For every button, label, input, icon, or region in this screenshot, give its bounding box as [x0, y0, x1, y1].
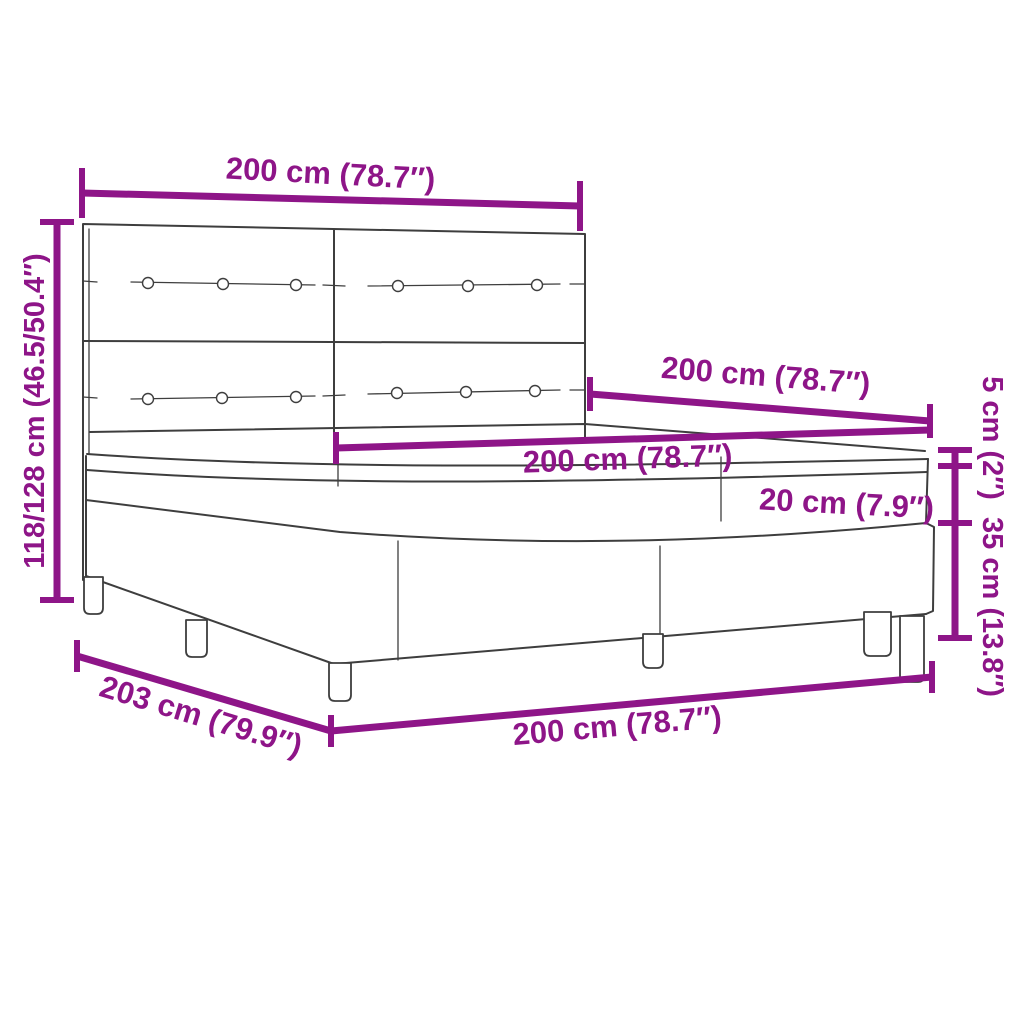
headboard-horizontal-divider	[82, 340, 586, 344]
bed-leg	[642, 633, 664, 669]
dim-mattress-width-label: 200 cm (78.7″)	[522, 437, 733, 479]
dimension-annotations: 200 cm (78.7″) 118/128 cm (46.5/50.4″) 2…	[19, 151, 1008, 764]
dim-bed-length-line	[589, 390, 931, 425]
bed-illustration	[82, 223, 935, 702]
dim-mattress-height: 20 cm (7.9″)	[758, 481, 935, 525]
button-icon	[215, 391, 229, 405]
dim-tick	[79, 168, 583, 231]
button-icon	[289, 278, 303, 292]
button-icon	[461, 279, 475, 293]
bed-leg	[83, 576, 104, 615]
dim-base-length: 203 cm (79.9″)	[74, 640, 334, 763]
headboard-outline	[82, 223, 586, 581]
base-bottom-edge	[85, 575, 927, 665]
button-icon	[141, 392, 155, 406]
dim-base-height-label: 35 cm (13.8″)	[976, 517, 1008, 697]
dim-topper-height-label: 5 cm (2″)	[976, 376, 1008, 500]
dim-overall-height-label: 118/128 cm (46.5/50.4″)	[19, 253, 51, 568]
dim-mattress-width: 200 cm (78.7″)	[333, 426, 931, 480]
dim-headboard-width-line	[81, 189, 581, 210]
headboard-buttons	[141, 276, 544, 406]
topper-front-bottom-edge	[86, 469, 928, 483]
dim-right-stack: 5 cm (2″) 35 cm (13.8″)	[938, 376, 1008, 697]
dim-overall-height: 118/128 cm (46.5/50.4″)	[19, 219, 74, 603]
bed-leg	[328, 662, 352, 702]
dim-headboard-width: 200 cm (78.7″)	[79, 151, 583, 231]
dim-base-width: 200 cm (78.7″)	[330, 661, 935, 752]
dim-mattress-height-label: 20 cm (7.9″)	[758, 481, 935, 525]
dim-bed-length-label: 200 cm (78.7″)	[660, 350, 872, 401]
bed-legs	[83, 576, 925, 702]
topper-front-top-edge	[86, 453, 929, 467]
headboard	[82, 223, 586, 581]
button-icon	[459, 385, 473, 399]
dim-headboard-width-label: 200 cm (78.7″)	[225, 151, 436, 197]
bed-leg	[185, 619, 208, 658]
button-icon	[216, 277, 230, 291]
bed-leg	[863, 611, 892, 657]
mattress-bottom-edge	[85, 499, 927, 543]
bed-leg	[899, 615, 925, 683]
bed-body	[85, 423, 935, 665]
button-icon	[530, 278, 544, 292]
dim-base-length-line	[76, 652, 332, 735]
dim-tick	[938, 447, 972, 641]
headboard-stitch-line-lower-left	[82, 394, 346, 400]
dim-mattress-width-line	[335, 426, 931, 452]
button-icon	[528, 384, 542, 398]
bed-right-edge	[925, 458, 935, 615]
button-icon	[391, 279, 405, 293]
button-icon	[390, 386, 404, 400]
button-icon	[289, 390, 303, 404]
dim-bed-length: 200 cm (78.7″)	[587, 350, 933, 438]
headboard-stitch-line-upper-left	[82, 280, 346, 287]
dim-tick	[40, 219, 74, 603]
bed-top-back-edge	[89, 423, 926, 452]
dim-base-width-line	[330, 673, 933, 735]
button-icon	[141, 276, 155, 290]
